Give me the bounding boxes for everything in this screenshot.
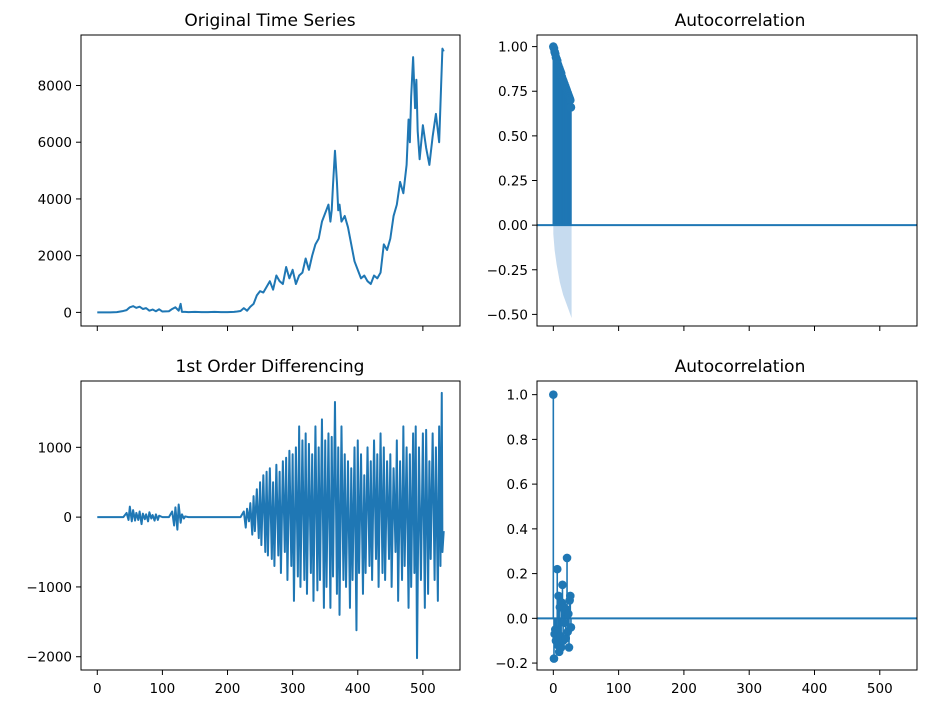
axes-frame — [80, 380, 461, 671]
acf-point — [565, 591, 575, 601]
acf-point — [561, 634, 571, 643]
confidence-band — [553, 225, 572, 318]
x-tick-label: 200 — [671, 681, 697, 697]
y-tick-label: −1000 — [26, 580, 72, 596]
x-tick-label: 200 — [215, 681, 241, 697]
y-tick-label: 0.25 — [498, 174, 528, 190]
x-tick-label: 100 — [150, 681, 176, 697]
series-line — [97, 391, 445, 660]
x-tick-label: 500 — [867, 681, 893, 697]
x-tick-label: 0 — [549, 681, 558, 697]
x-tick-label: 300 — [736, 681, 762, 697]
y-tick-label: 0.75 — [498, 84, 528, 100]
acf-point — [554, 591, 563, 601]
y-tick-label: −0.2 — [495, 656, 528, 672]
acf-point — [560, 618, 569, 628]
y-tick-label: −2000 — [26, 650, 72, 666]
y-tick-label: 4000 — [38, 192, 72, 208]
y-tick-label: 6000 — [38, 135, 72, 151]
y-tick-label: 0.0 — [507, 611, 528, 627]
acf-point — [549, 390, 558, 399]
x-tick-label: 0 — [93, 681, 102, 697]
acf-point — [565, 95, 575, 105]
x-tick-label: 500 — [410, 681, 436, 697]
axes-frame — [536, 34, 918, 327]
chart-title-original: Original Time Series — [184, 11, 355, 31]
y-tick-label: 2000 — [38, 249, 72, 265]
y-tick-label: 1000 — [38, 440, 72, 456]
acf-point — [564, 643, 574, 652]
y-tick-label: 1.00 — [498, 40, 528, 56]
y-tick-label: 1.0 — [507, 388, 528, 404]
y-tick-label: 0.6 — [507, 477, 528, 493]
y-tick-label: −0.50 — [487, 307, 528, 323]
y-tick-label: 0 — [63, 510, 72, 526]
panel-autocorrelation-original: Autocorrelation −0.50 −0.25 0.00 0.25 0.50 0.… — [487, 11, 918, 331]
x-tick-label: 400 — [345, 681, 371, 697]
acf-point — [552, 564, 562, 574]
acf-point — [556, 643, 566, 652]
acf-point — [564, 609, 573, 619]
acf-point — [566, 622, 576, 632]
y-tick-label: −0.25 — [487, 263, 528, 279]
axes-frame — [536, 380, 918, 671]
panel-first-order-differencing: 1st Order Differencing 0 100 200 300 400 500 −… — [26, 357, 461, 697]
panel-original-time-series: Original Time Series 0 2000 4000 6000 8000 — [38, 11, 461, 331]
y-tick-label: 0.2 — [507, 567, 528, 583]
acf-point — [549, 654, 559, 663]
chart-title-acf-differenced: Autocorrelation — [675, 357, 806, 377]
acf-point — [562, 553, 572, 563]
y-tick-label: 0.00 — [498, 218, 528, 234]
y-tick-label: 0 — [63, 305, 72, 321]
chart-title-acf-original: Autocorrelation — [675, 11, 806, 31]
axes-frame — [80, 34, 461, 327]
acf-point — [566, 103, 576, 112]
y-tick-label: 8000 — [38, 78, 72, 94]
x-tick-label: 300 — [280, 681, 306, 697]
series-line — [97, 47, 445, 314]
y-tick-label: 0.50 — [498, 129, 528, 145]
acf-point — [558, 580, 567, 590]
x-tick-label: 100 — [606, 681, 632, 697]
y-tick-label: 0.4 — [507, 522, 528, 538]
panel-autocorrelation-differenced: Autocorrelation 0 100 200 300 400 500 −0.2 0.0 0… — [495, 357, 918, 697]
x-tick-label: 400 — [802, 681, 828, 697]
y-tick-label: 0.8 — [507, 432, 528, 448]
chart-title-differencing: 1st Order Differencing — [176, 357, 365, 377]
